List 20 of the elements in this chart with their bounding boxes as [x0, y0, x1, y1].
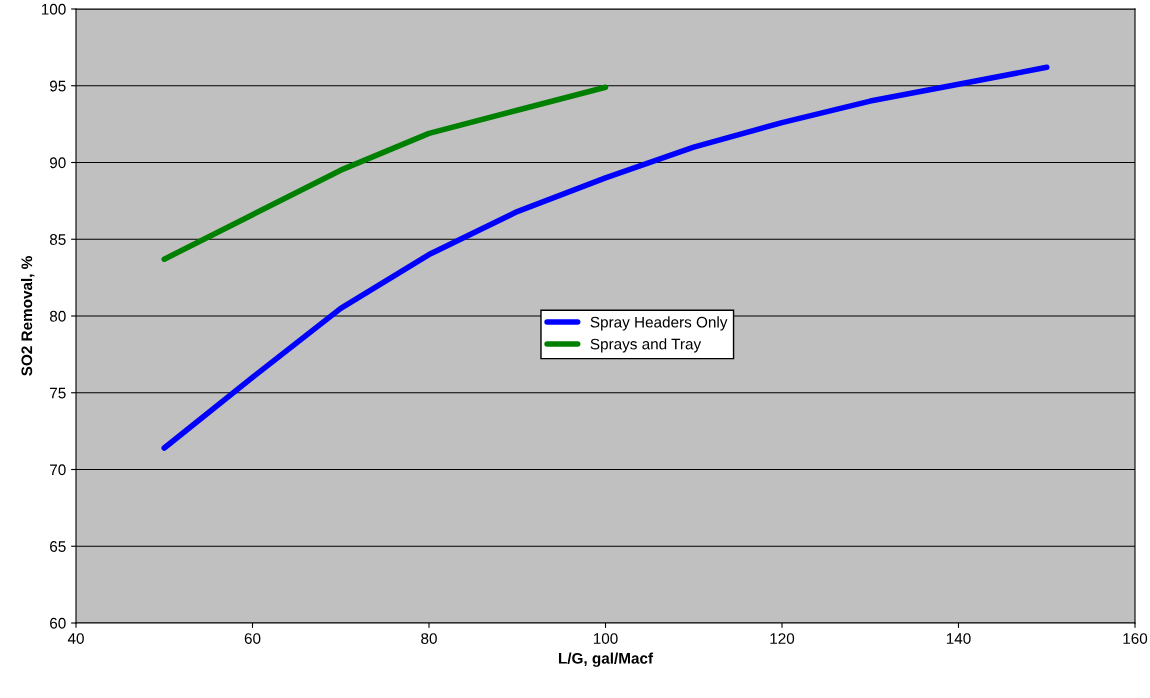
y-tick-label: 100 [41, 3, 66, 15]
y-tick-label: 75 [50, 387, 66, 399]
x-axis-title: L/G, gal/Macf [558, 652, 654, 667]
y-tick-label: 70 [50, 464, 66, 476]
x-tick-label: 120 [770, 633, 795, 644]
y-tick-label: 65 [50, 541, 66, 552]
x-tick-label: 40 [67, 633, 84, 644]
x-tick-label: 140 [946, 633, 971, 644]
x-tick-label: 80 [421, 633, 437, 644]
y-tick-label: 90 [50, 157, 66, 169]
y-tick-label: 85 [49, 234, 66, 245]
legend-label: Spray Headers Only [590, 316, 728, 331]
y-axis-title: SO2 Removal, % [20, 256, 35, 376]
y-tick-label: 80 [49, 310, 66, 322]
legend-label: Sprays and Tray [590, 338, 702, 353]
x-tick-label: 100 [593, 633, 618, 644]
x-tick-label: 60 [244, 633, 261, 644]
y-tick-label: 95 [50, 80, 66, 92]
x-tick-label: 160 [1123, 633, 1148, 644]
y-tick-label: 60 [50, 617, 66, 629]
